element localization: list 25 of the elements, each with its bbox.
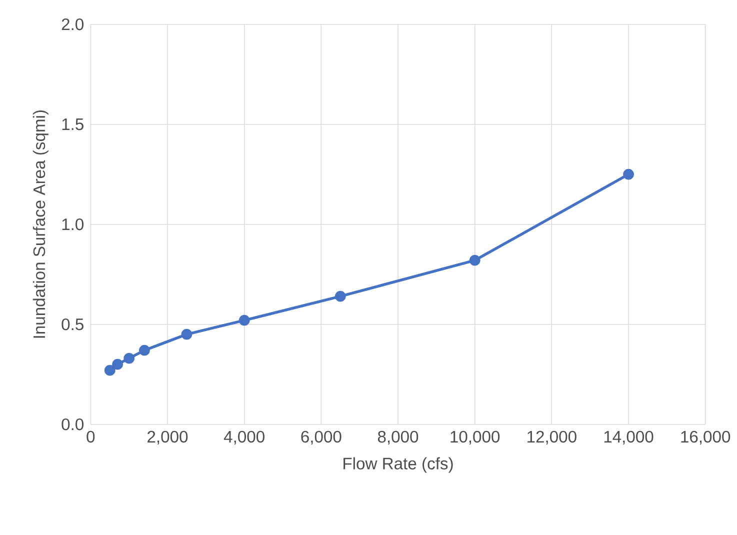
y-axis-title: Inundation Surface Area (sqmi) xyxy=(32,110,48,338)
point xyxy=(238,314,250,326)
point xyxy=(104,364,116,376)
x-tick-label: 8,000 xyxy=(378,430,418,445)
x-axis-title: Flow Rate (cfs) xyxy=(344,457,453,473)
point xyxy=(469,254,480,266)
y-tick-label: 2.0 xyxy=(62,18,84,30)
y-tick-label: 0.0 xyxy=(62,418,84,430)
point xyxy=(124,352,135,364)
x-tick-label: 6,000 xyxy=(301,430,342,445)
x-tick-label: 16,000 xyxy=(681,430,730,445)
point xyxy=(139,344,150,356)
point xyxy=(181,328,192,340)
x-tick-label: 2,000 xyxy=(148,430,188,445)
x-tick-label: 12,000 xyxy=(528,430,576,445)
point xyxy=(112,358,123,370)
y-tick-label: 0.5 xyxy=(62,318,84,330)
x-tick-label: 14,000 xyxy=(604,430,654,445)
y-tick-label: 1.5 xyxy=(62,118,84,130)
y-tick-label: 1.0 xyxy=(62,218,84,230)
point xyxy=(623,168,634,180)
x-tick-label: 4,000 xyxy=(224,430,264,445)
point xyxy=(334,290,346,302)
x-tick-label: 0 xyxy=(86,430,95,443)
x-tick-label: 10,000 xyxy=(450,430,500,445)
